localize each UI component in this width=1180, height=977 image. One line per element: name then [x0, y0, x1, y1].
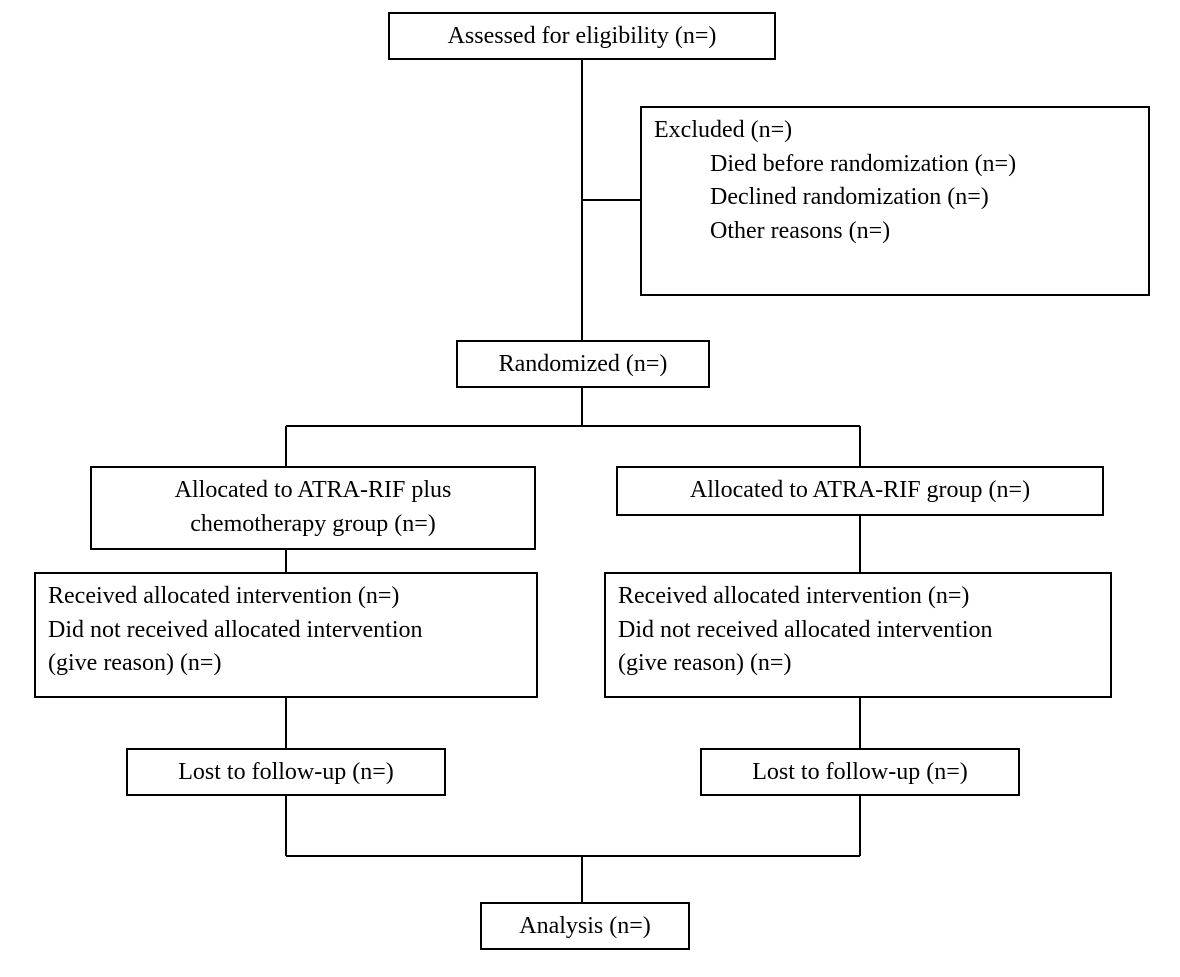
- node-randomized-label: Randomized (n=): [499, 351, 668, 377]
- node-recv-right: Received allocated intervention (n=) Did…: [604, 572, 1112, 698]
- node-recv-right-line2: Did not received allocated intervention: [618, 614, 1098, 648]
- node-excluded-item-3: Other reasons (n=): [654, 215, 1136, 249]
- node-excluded-item-2: Declined randomization (n=): [654, 181, 1136, 215]
- node-assessed-label: Assessed for eligibility (n=): [448, 23, 717, 49]
- node-recv-left: Received allocated intervention (n=) Did…: [34, 572, 538, 698]
- node-excluded: Excluded (n=) Died before randomization …: [640, 106, 1150, 296]
- node-recv-left-line1: Received allocated intervention (n=): [48, 580, 524, 614]
- node-recv-left-line2: Did not received allocated intervention: [48, 614, 524, 648]
- node-analysis: Analysis (n=): [480, 902, 690, 950]
- node-excluded-header: Excluded (n=): [654, 114, 1136, 148]
- node-alloc-left-line2: chemotherapy group (n=): [104, 508, 522, 542]
- node-lost-right-label: Lost to follow-up (n=): [752, 759, 968, 785]
- node-lost-left: Lost to follow-up (n=): [126, 748, 446, 796]
- node-recv-left-line3: (give reason) (n=): [48, 647, 524, 681]
- node-lost-left-label: Lost to follow-up (n=): [178, 759, 394, 785]
- node-lost-right: Lost to follow-up (n=): [700, 748, 1020, 796]
- node-excluded-item-1: Died before randomization (n=): [654, 148, 1136, 182]
- node-alloc-left: Allocated to ATRA-RIF plus chemotherapy …: [90, 466, 536, 550]
- node-randomized: Randomized (n=): [456, 340, 710, 388]
- node-assessed: Assessed for eligibility (n=): [388, 12, 776, 60]
- node-alloc-right: Allocated to ATRA-RIF group (n=): [616, 466, 1104, 516]
- node-alloc-right-label: Allocated to ATRA-RIF group (n=): [690, 477, 1030, 503]
- node-recv-right-line1: Received allocated intervention (n=): [618, 580, 1098, 614]
- node-alloc-left-line1: Allocated to ATRA-RIF plus: [104, 474, 522, 508]
- node-analysis-label: Analysis (n=): [519, 913, 651, 939]
- node-recv-right-line3: (give reason) (n=): [618, 647, 1098, 681]
